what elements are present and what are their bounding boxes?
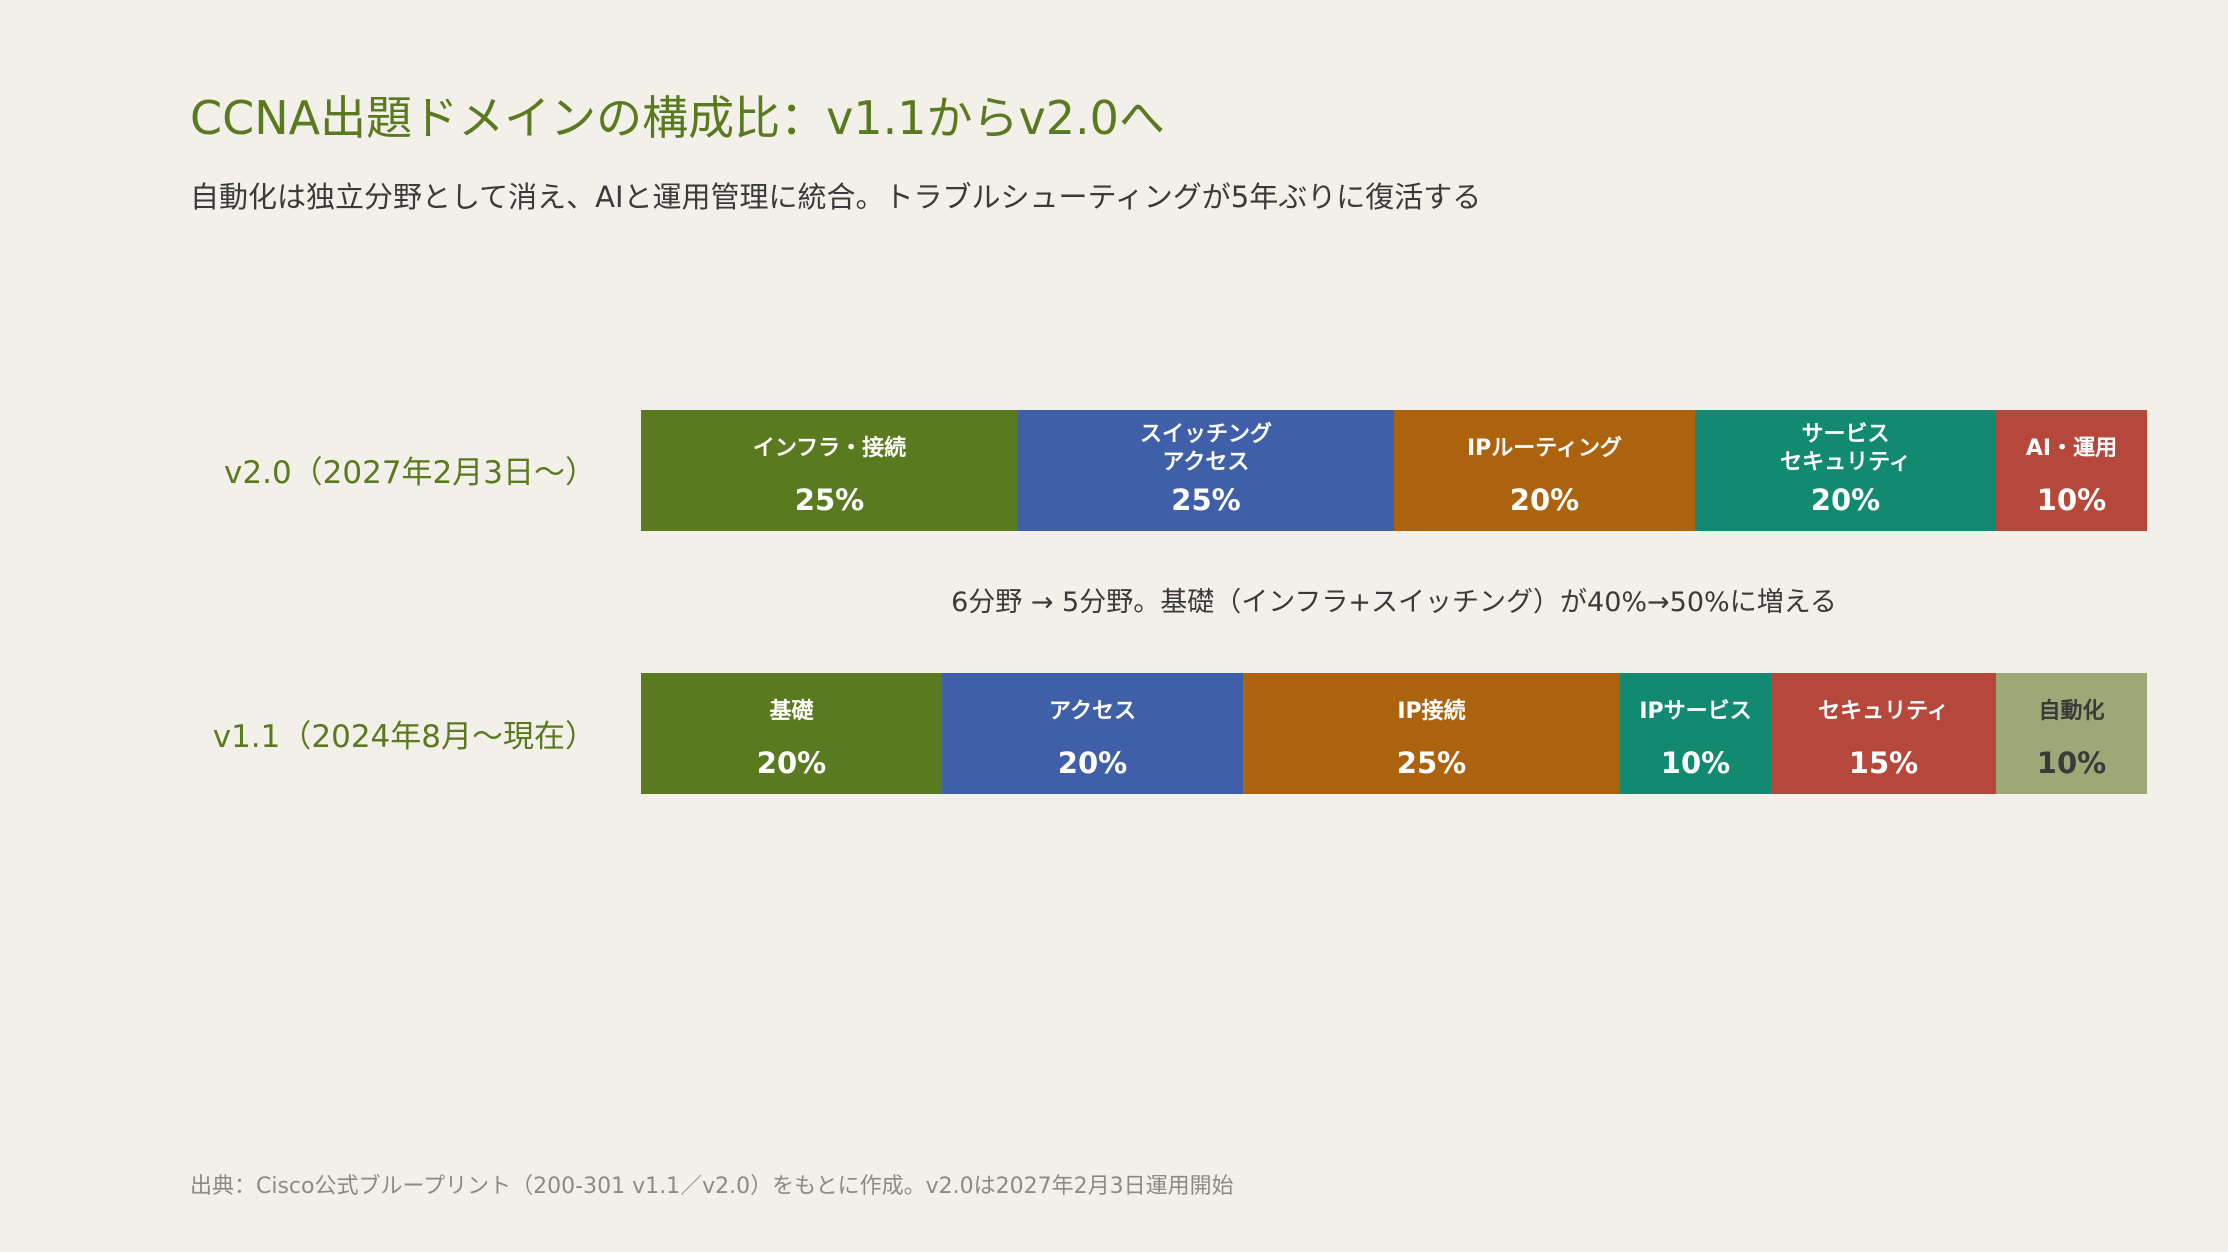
- segment-label: IP接続: [1397, 699, 1466, 724]
- chart-title: CCNA出題ドメインの構成比：v1.1からv2.0へ: [190, 91, 1165, 145]
- segment-value: 25%: [1396, 746, 1467, 780]
- bar-segment: 自動化 10%: [1996, 673, 2147, 794]
- bar-segment: IP接続 25%: [1243, 673, 1620, 794]
- bar-segment: AI・運用 10%: [1996, 410, 2147, 531]
- segment-label: セキュリティ: [1818, 699, 1949, 724]
- row-label-v11: v1.1（2024年8月〜現在）: [212, 719, 596, 755]
- segment-value: 20%: [1509, 483, 1580, 517]
- segment-label: AI・運用: [2025, 436, 2118, 461]
- segment-value: 25%: [1171, 483, 1241, 517]
- segment-value: 10%: [1660, 746, 1731, 780]
- comparison-note: 6分野 → 5分野。基礎（インフラ+スイッチング）が40%→50%に増える: [951, 587, 1837, 618]
- chart-subtitle: 自動化は独立分野として消え、AIと運用管理に統合。トラブルシューティングが5年ぶ…: [190, 180, 1482, 214]
- bar-segment: セキュリティ 15%: [1771, 673, 1996, 794]
- segment-label: IPルーティング: [1467, 436, 1622, 461]
- segment-label: サービス セキュリティ: [1780, 422, 1911, 475]
- segment-value: 20%: [756, 746, 827, 780]
- bar-segment: IPサービス 10%: [1620, 673, 1771, 794]
- segment-value: 15%: [1848, 746, 1919, 780]
- segment-label: IPサービス: [1639, 699, 1752, 724]
- segment-value: 20%: [1810, 483, 1881, 517]
- segment-value: 20%: [1057, 746, 1128, 780]
- segment-label: スイッチング アクセス: [1139, 422, 1272, 475]
- source-note: 出典：Cisco公式ブループリント（200-301 v1.1／v2.0）をもとに…: [190, 1174, 1234, 1199]
- bar-segment: アクセス 20%: [942, 673, 1243, 794]
- segment-label: アクセス: [1049, 699, 1136, 724]
- bar-segment: スイッチング アクセス 25%: [1018, 410, 1394, 531]
- stacked-bar-v20: インフラ・接続 25% スイッチング アクセス 25% IPルーティング 20% サービス …: [641, 410, 2147, 531]
- segment-label: 基礎: [769, 699, 814, 724]
- bar-segment: IPルーティング 20%: [1394, 410, 1695, 531]
- segment-value: 25%: [794, 483, 865, 517]
- stacked-bar-v11: 基礎 20% アクセス 20% IP接続 25% IPサービス 10% セキュリティ 15% 自動化…: [641, 673, 2147, 794]
- segment-value: 10%: [2036, 746, 2107, 780]
- row-label-v20: v2.0（2027年2月3日〜）: [224, 455, 596, 491]
- segment-label: 自動化: [2038, 699, 2105, 724]
- bar-segment: サービス セキュリティ 20%: [1695, 410, 1996, 531]
- bar-segment: 基礎 20%: [641, 673, 942, 794]
- segment-label: インフラ・接続: [752, 436, 907, 461]
- segment-value: 10%: [2036, 483, 2107, 517]
- bar-segment: インフラ・接続 25%: [641, 410, 1018, 531]
